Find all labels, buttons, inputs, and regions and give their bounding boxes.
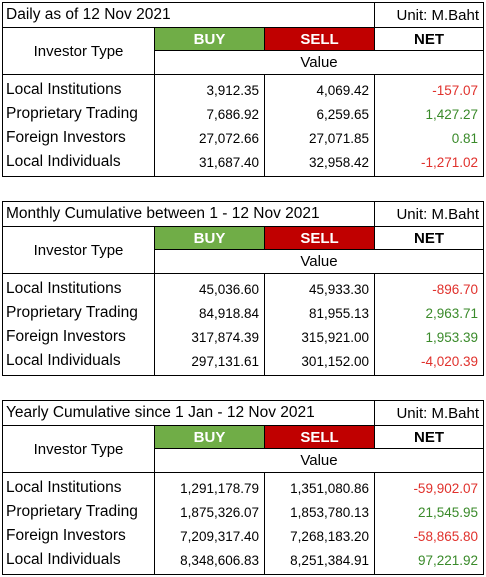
table-row: Local Institutions 1,291,178.79 1,351,080.… [2,472,484,500]
net-value: -1,271.02 [374,150,485,177]
value-header: Value [153,50,485,75]
investor-label: Proprietary Trading [2,500,155,524]
value-header: Value [154,249,484,274]
investor-label: Proprietary Trading [2,102,155,126]
net-value: 0.81 [374,126,485,150]
table-row: Foreign Investors 27,072.66 27,071.85 0.81 [2,126,485,150]
buy-value: 8,348,606.83 [154,548,265,575]
buy-header: BUY [154,27,265,51]
investor-label: Local Institutions [2,273,155,301]
unit-label: Unit: M.Baht [374,400,484,426]
buy-header: BUY [154,425,265,449]
investor-label: Local Institutions [2,472,155,500]
table-row: Local Institutions 3,912.35 4,069.42 -157.0… [2,74,485,102]
investor-label: Foreign Investors [2,524,155,548]
investor-label: Local Individuals [2,548,155,575]
table-title: Daily as of 12 Nov 2021 [1,2,376,28]
net-value: -896.70 [374,273,484,301]
investor-trading-table: Monthly Cumulative between 1 - 12 Nov 20… [2,201,484,376]
buy-value: 1,875,326.07 [154,500,265,524]
table-row: Local Individuals 31,687.40 32,958.42 -1,27… [2,150,485,177]
table-row: Proprietary Trading 7,686.92 6,259.65 1,427… [2,102,485,126]
sell-header: SELL [264,425,375,449]
net-value: -59,902.07 [374,472,484,500]
sell-value: 4,069.42 [263,74,376,102]
sell-header: SELL [264,226,375,250]
investor-type-header: Investor Type [2,425,155,473]
buy-value: 317,874.39 [154,325,265,349]
table-title: Monthly Cumulative between 1 - 12 Nov 20… [2,201,375,227]
net-value: 97,221.92 [374,548,484,575]
table-title: Yearly Cumulative since 1 Jan - 12 Nov 2… [2,400,375,426]
table-row: Foreign Investors 7,209,317.40 7,268,183.2… [2,524,484,548]
investor-type-header: Investor Type [2,27,155,75]
net-value: 1,953.39 [374,325,484,349]
sell-value: 315,921.00 [264,325,375,349]
unit-label: Unit: M.Baht [374,2,485,28]
net-header: NET [374,27,485,51]
table-row: Local Institutions 45,036.60 45,933.30 -896… [2,273,484,301]
table-row: Proprietary Trading 84,918.84 81,955.13 2,9… [2,301,484,325]
net-value: 21,545.95 [374,500,484,524]
sell-value: 6,259.65 [263,102,376,126]
investor-type-header: Investor Type [2,226,155,274]
buy-value: 27,072.66 [154,126,265,150]
buy-value: 84,918.84 [154,301,265,325]
buy-header: BUY [154,226,265,250]
table-row: Local Individuals 8,348,606.83 8,251,384.9… [2,548,484,575]
table-row: Foreign Investors 317,874.39 315,921.00 1,9… [2,325,484,349]
investor-label: Proprietary Trading [2,301,155,325]
investor-label: Local Institutions [2,74,155,102]
sell-value: 7,268,183.20 [264,524,375,548]
buy-value: 297,131.61 [154,349,265,376]
sell-value: 1,351,080.86 [264,472,375,500]
sell-value: 27,071.85 [263,126,376,150]
investor-trading-table: Daily as of 12 Nov 2021 Unit: M.Baht Inv… [1,2,485,177]
value-header: Value [154,448,484,473]
sell-value: 301,152.00 [264,349,375,376]
buy-value: 45,036.60 [154,273,265,301]
net-value: -157.07 [374,74,485,102]
sell-value: 8,251,384.91 [264,548,375,575]
sell-value: 81,955.13 [264,301,375,325]
table-row: Proprietary Trading 1,875,326.07 1,853,780… [2,500,484,524]
net-value: -4,020.39 [374,349,484,376]
net-value: -58,865.80 [374,524,484,548]
unit-label: Unit: M.Baht [374,201,484,227]
net-header: NET [374,226,484,250]
investor-label: Local Individuals [2,150,155,177]
investor-label: Foreign Investors [2,325,155,349]
sell-header: SELL [263,27,376,51]
buy-value: 3,912.35 [154,74,265,102]
buy-value: 31,687.40 [154,150,265,177]
sell-value: 45,933.30 [264,273,375,301]
investor-label: Foreign Investors [2,126,155,150]
sell-value: 1,853,780.13 [264,500,375,524]
table-row: Local Individuals 297,131.61 301,152.00 -4,… [2,349,484,376]
net-value: 1,427.27 [374,102,485,126]
investor-trading-table: Yearly Cumulative since 1 Jan - 12 Nov 2… [2,400,484,575]
net-value: 2,963.71 [374,301,484,325]
sell-value: 32,958.42 [263,150,376,177]
investor-label: Local Individuals [2,349,155,376]
buy-value: 1,291,178.79 [154,472,265,500]
buy-value: 7,209,317.40 [154,524,265,548]
net-header: NET [374,425,484,449]
buy-value: 7,686.92 [154,102,265,126]
